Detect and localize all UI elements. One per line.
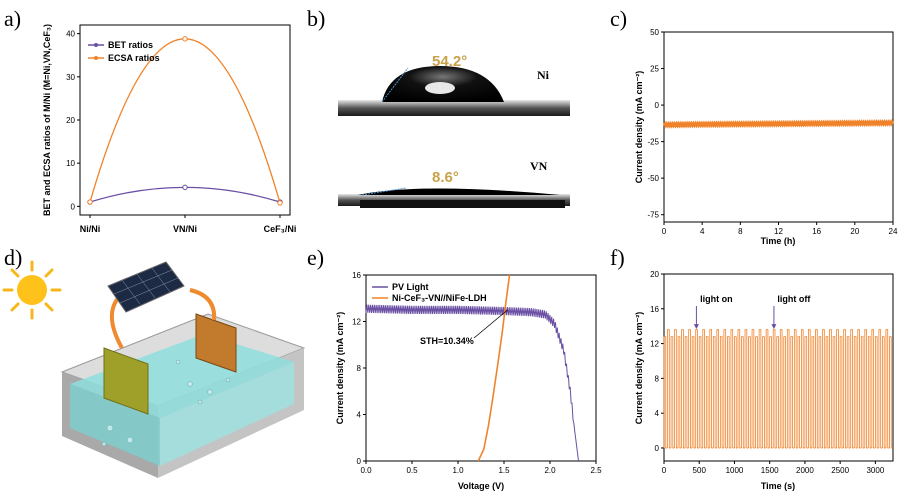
x-tick-label: CeF₃/Ni <box>264 224 297 234</box>
x-tick-label: 12 <box>774 227 783 236</box>
y-tick-label: 12 <box>352 318 361 327</box>
sth-annotation-pointer <box>473 309 508 339</box>
panel-label-c: c) <box>610 6 628 31</box>
panel-label-b: b) <box>307 6 326 31</box>
data-point <box>87 199 93 205</box>
y-tick-label: 0 <box>71 202 76 211</box>
x-tick-label: VN/Ni <box>173 224 197 234</box>
y-tick-label: 50 <box>650 28 659 37</box>
solar-panel <box>107 261 185 313</box>
y-tick-label: 8 <box>655 374 660 383</box>
y-tick-label: 16 <box>352 271 361 280</box>
x-tick-label: 0 <box>662 466 667 475</box>
x-tick-label: 0 <box>662 227 667 236</box>
sth-annotation: STH=10.34% <box>420 336 474 346</box>
y-axis-label: Current density (mA cm⁻²) <box>335 312 345 424</box>
y-tick-label: 30 <box>66 73 75 82</box>
series-line-1 <box>477 274 511 462</box>
x-tick-label: 4 <box>700 227 705 236</box>
ni-droplet-photo <box>338 66 570 116</box>
y-tick-label: -50 <box>647 174 659 183</box>
data-point <box>182 184 188 191</box>
series-line-0 <box>365 304 580 462</box>
x-tick-label: 16 <box>812 227 821 236</box>
legend-marker-ecsa <box>94 56 98 60</box>
sun-icon <box>2 260 62 320</box>
y-tick-label: 16 <box>650 305 659 314</box>
y-tick-label: 0 <box>655 444 660 453</box>
y-axis-label: Current density (mA cm⁻²) <box>634 71 644 183</box>
legend-label-pv: PV Light <box>392 282 429 292</box>
x-tick-label: 20 <box>850 227 859 236</box>
panel-label-d: d) <box>4 245 23 270</box>
y-tick-label: 0 <box>357 457 362 466</box>
annotation-arrowhead <box>771 324 777 330</box>
y-axis-label: Current density (mA cm⁻²) <box>634 312 644 424</box>
x-axis-label: Time (s) <box>761 481 795 491</box>
x-tick-label: 0.5 <box>406 466 418 475</box>
x-tick-label: 3000 <box>866 466 884 475</box>
legend: PV Light Ni-CeF₃-VN//NiFe-LDH <box>372 282 487 303</box>
annotation-arrowhead <box>693 324 699 330</box>
vn-droplet-photo <box>338 187 570 208</box>
x-tick-label: 24 <box>889 227 898 236</box>
label-vn: VN <box>530 159 548 173</box>
legend-marker-bet <box>94 43 98 47</box>
y-tick-label: 40 <box>66 30 75 39</box>
panel-label-e: e) <box>307 245 325 270</box>
y-tick-label: 8 <box>357 364 362 373</box>
y-tick-label: 10 <box>66 159 75 168</box>
x-tick-label: 8 <box>738 227 743 236</box>
y-tick-label: -75 <box>647 211 659 220</box>
x-tick-label: 2.5 <box>590 466 602 475</box>
y-tick-label: 20 <box>66 116 75 125</box>
x-tick-label: 2500 <box>831 466 849 475</box>
x-tick-label: 500 <box>693 466 707 475</box>
annotation-label: light off <box>777 294 811 304</box>
x-tick-label: 0.0 <box>360 466 372 475</box>
x-axis-label: Voltage (V) <box>458 481 504 491</box>
x-tick-label: 2.0 <box>544 466 556 475</box>
y-tick-label: 12 <box>650 340 659 349</box>
label-ni: Ni <box>537 68 550 82</box>
annotation-label: light on <box>700 294 733 304</box>
series-line <box>662 118 895 129</box>
contact-angle-vn: 8.6° <box>432 169 459 186</box>
series-line <box>663 329 893 449</box>
x-tick-label: 1.5 <box>498 466 510 475</box>
data-point <box>277 200 283 206</box>
y-tick-label: 4 <box>655 409 660 418</box>
x-axis-label: Time (h) <box>761 236 796 246</box>
data-point <box>182 36 188 42</box>
gas-bubbles <box>101 359 231 447</box>
panel-label-f: f) <box>610 245 625 270</box>
anode-electrode <box>195 313 237 373</box>
x-tick-label: Ni/Ni <box>80 224 101 234</box>
panel-label-a: a) <box>4 6 22 31</box>
x-tick-label: 1.0 <box>452 466 464 475</box>
legend-label-ecsa: ECSA ratios <box>108 53 160 63</box>
contact-angle-ni: 54.2° <box>432 53 467 70</box>
y-tick-label: 25 <box>650 65 659 74</box>
y-tick-label: 4 <box>357 411 362 420</box>
y-tick-label: 0 <box>655 101 660 110</box>
x-tick-label: 1000 <box>726 466 744 475</box>
legend-label-bet: BET ratios <box>108 40 153 50</box>
x-tick-label: 1500 <box>761 466 779 475</box>
cathode-electrode <box>103 347 149 415</box>
y-tick-label: 20 <box>650 270 659 279</box>
y-axis-label: BET and ECSA ratios of M/Ni (M=Ni,VN,CeF… <box>42 24 52 216</box>
legend: BET ratios ECSA ratios <box>88 40 160 63</box>
y-tick-label: -25 <box>647 138 659 147</box>
x-tick-label: 2000 <box>796 466 814 475</box>
legend-label-device: Ni-CeF₃-VN//NiFe-LDH <box>392 293 487 303</box>
